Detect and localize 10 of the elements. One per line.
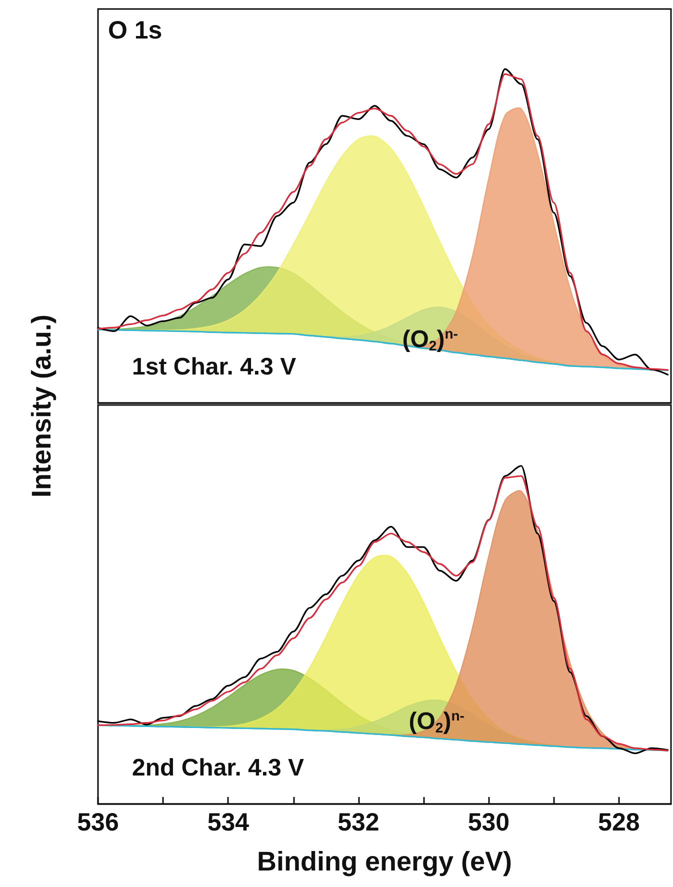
x-tick-label: 530 bbox=[468, 808, 510, 836]
x-tick-label: 532 bbox=[338, 808, 380, 836]
y-axis-title: Intensity (a.u.) bbox=[26, 314, 58, 498]
x-tick-label: 536 bbox=[77, 808, 119, 836]
x-tick-label: 534 bbox=[207, 808, 250, 836]
x-tick-label: 528 bbox=[598, 808, 640, 836]
annotation: 1st Char. 4.3 V bbox=[132, 354, 296, 380]
chart-title: O 1s bbox=[108, 16, 162, 44]
annotation: 2nd Char. 4.3 V bbox=[132, 754, 304, 782]
x-axis-title: Binding energy (eV) bbox=[256, 846, 512, 876]
